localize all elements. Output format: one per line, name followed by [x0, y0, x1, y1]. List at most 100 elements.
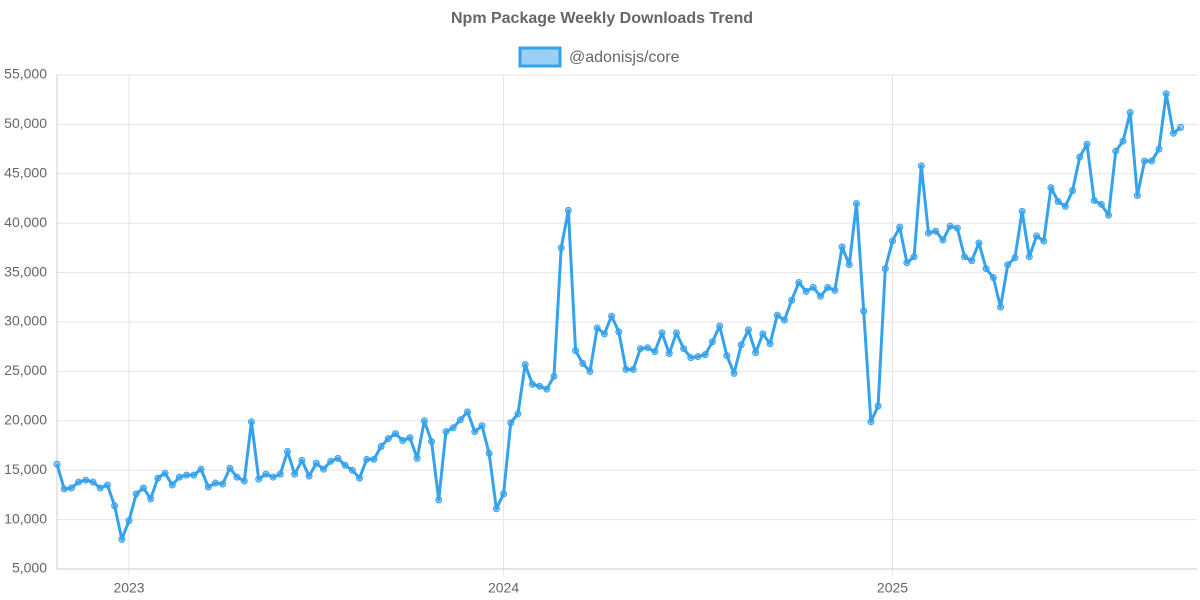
data-point: [1061, 202, 1069, 210]
data-point: [363, 455, 371, 463]
data-point: [845, 261, 853, 269]
data-point: [226, 464, 234, 472]
data-point: [788, 296, 796, 304]
data-point: [399, 437, 407, 445]
data-point: [276, 470, 284, 478]
data-point: [989, 274, 997, 282]
data-point: [96, 484, 104, 492]
data-point: [564, 206, 572, 214]
data-point: [60, 485, 68, 493]
data-point: [298, 456, 306, 464]
x-tick-label: 2024: [488, 580, 519, 596]
data-point: [1119, 137, 1127, 145]
data-point: [118, 535, 126, 543]
data-point: [802, 287, 810, 295]
data-point: [838, 243, 846, 251]
x-tick-label: 2025: [877, 580, 908, 596]
data-line: [55, 92, 1182, 541]
data-point: [1083, 140, 1091, 148]
data-point: [1076, 153, 1084, 161]
data-point: [615, 328, 623, 336]
data-point: [327, 457, 335, 465]
data-point: [917, 162, 925, 170]
data-point: [175, 473, 183, 481]
data-point: [377, 442, 385, 450]
data-point: [1018, 207, 1026, 215]
data-point: [89, 478, 97, 486]
data-point: [132, 490, 140, 498]
y-tick-label: 40,000: [4, 214, 47, 230]
data-point: [204, 483, 212, 491]
data-point: [925, 229, 933, 237]
data-point: [1090, 196, 1098, 204]
data-point: [773, 311, 781, 319]
y-tick-label: 30,000: [4, 313, 47, 329]
data-point: [319, 465, 327, 473]
data-point: [464, 408, 472, 416]
data-point: [586, 367, 594, 375]
data-point: [579, 359, 587, 367]
legend-label: @adonisjs/core: [569, 49, 680, 66]
data-point: [701, 351, 709, 359]
data-point: [1169, 129, 1177, 137]
data-point: [442, 428, 450, 436]
data-point: [406, 434, 414, 442]
data-point: [370, 455, 378, 463]
data-point: [946, 222, 954, 230]
data-point: [1040, 237, 1048, 245]
data-point: [1033, 232, 1041, 240]
legend-swatch: [518, 46, 562, 68]
data-point: [492, 505, 500, 513]
data-point: [557, 244, 565, 252]
data-point: [672, 329, 680, 337]
data-point: [852, 199, 860, 207]
data-point: [240, 477, 248, 485]
data-point: [211, 479, 219, 487]
data-point: [636, 345, 644, 353]
data-point: [485, 449, 493, 457]
y-tick-label: 55,000: [4, 66, 47, 82]
chart-title: Npm Package Weekly Downloads Trend: [451, 10, 753, 27]
data-point: [651, 348, 659, 356]
data-point: [1155, 145, 1163, 153]
data-point: [283, 447, 291, 455]
data-point: [334, 454, 342, 462]
data-point: [744, 326, 752, 334]
data-point: [816, 292, 824, 300]
data-point: [766, 340, 774, 348]
data-point: [687, 354, 695, 362]
data-point: [82, 476, 90, 484]
data-point: [708, 338, 716, 346]
y-tick-label: 25,000: [4, 362, 47, 378]
data-point: [752, 349, 760, 357]
data-point: [291, 470, 299, 478]
data-point: [1105, 211, 1113, 219]
data-point: [154, 474, 162, 482]
data-point: [730, 369, 738, 377]
data-point: [247, 418, 255, 426]
data-point: [780, 316, 788, 324]
data-point: [161, 469, 169, 477]
data-point: [961, 253, 969, 261]
data-point: [658, 329, 666, 337]
data-point: [392, 430, 400, 438]
data-point: [521, 360, 529, 368]
data-point: [888, 237, 896, 245]
data-point: [1069, 187, 1077, 195]
data-point: [629, 365, 637, 373]
data-point: [1162, 90, 1170, 98]
data-point: [111, 502, 119, 510]
data-point: [384, 435, 392, 443]
y-tick-label: 5,000: [12, 560, 47, 576]
data-point: [449, 424, 457, 432]
data-point: [75, 478, 83, 486]
data-point: [593, 324, 601, 332]
data-point: [53, 460, 61, 468]
data-point: [968, 257, 976, 265]
data-point: [269, 473, 277, 481]
data-point: [471, 428, 479, 436]
data-point: [975, 239, 983, 247]
x-tick-label: 2023: [113, 580, 144, 596]
data-point: [903, 259, 911, 267]
